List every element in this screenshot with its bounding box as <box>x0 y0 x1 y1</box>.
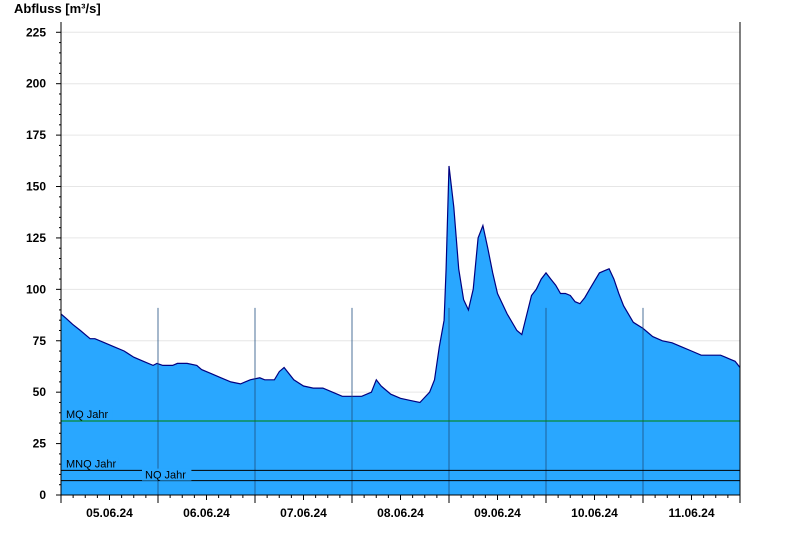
x-tick-label-5: 10.06.24 <box>571 506 618 520</box>
y-tick-label-50: 50 <box>33 385 47 399</box>
y-tick-label-150: 150 <box>26 180 46 194</box>
y-tick-label-25: 25 <box>33 437 47 451</box>
y-tick-label-100: 100 <box>26 282 46 296</box>
y-axis-title: Abfluss [m³/s] <box>14 1 101 16</box>
x-tick-label-0: 05.06.24 <box>86 506 133 520</box>
reference-label-bg-0 <box>63 407 113 420</box>
y-tick-label-225: 225 <box>26 25 46 39</box>
x-tick-label-2: 07.06.24 <box>280 506 327 520</box>
x-tick-label-6: 11.06.24 <box>668 506 714 520</box>
y-tick-label-0: 0 <box>39 488 46 502</box>
y-tick-label-175: 175 <box>26 128 46 142</box>
discharge-line <box>60 165 741 404</box>
reference-label-2: NQ Jahr <box>145 470 186 482</box>
reference-label-bg-2 <box>142 468 192 481</box>
y-tick-label-125: 125 <box>26 231 46 245</box>
reference-label-1: MNQ Jahr <box>66 458 116 470</box>
x-tick-label-3: 08.06.24 <box>377 506 424 520</box>
y-tick-label-75: 75 <box>33 334 47 348</box>
reference-label-bg-1 <box>63 457 119 470</box>
x-tick-label-1: 06.06.24 <box>183 506 230 520</box>
y-tick-label-200: 200 <box>26 77 46 91</box>
reference-label-0: MQ Jahr <box>66 409 109 421</box>
discharge-area <box>61 166 740 495</box>
x-tick-label-4: 09.06.24 <box>474 506 521 520</box>
